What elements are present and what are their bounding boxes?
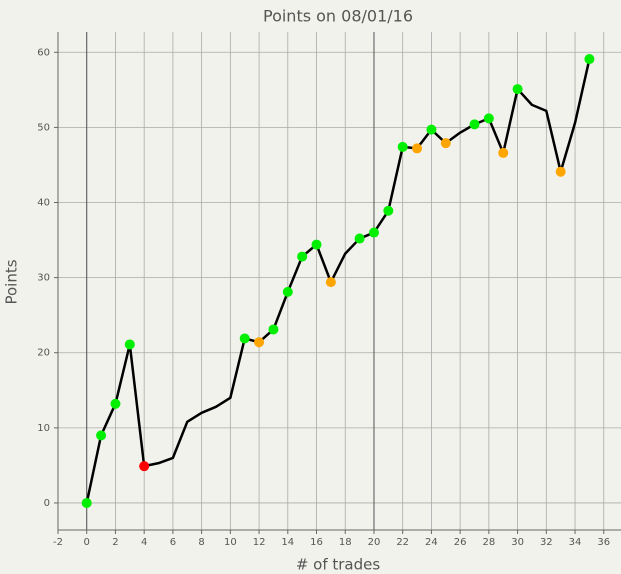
x-tick-label: 8 (198, 537, 204, 548)
x-tick-label: -2 (53, 537, 63, 548)
marker (254, 337, 265, 348)
marker (426, 124, 437, 135)
marker (81, 497, 92, 508)
marker (139, 461, 150, 472)
y-tick-label: 40 (37, 198, 50, 209)
marker (96, 430, 107, 441)
x-tick-label: 34 (569, 537, 582, 548)
line (85, 58, 591, 504)
x-tick-label: 14 (281, 537, 294, 548)
marker (124, 339, 135, 350)
marker (412, 143, 423, 154)
x-tick-label: 10 (224, 537, 237, 548)
marker (354, 233, 365, 244)
marker (397, 141, 408, 152)
y-axis-label: Points (3, 259, 21, 304)
x-tick-label: 20 (368, 537, 381, 548)
x-tick-label: 4 (141, 537, 147, 548)
marker (383, 205, 394, 216)
x-tick-label: 2 (112, 537, 118, 548)
x-tick-label: 36 (597, 537, 610, 548)
y-tick-label: 10 (37, 423, 50, 434)
marker (469, 119, 480, 130)
y-tick-label: 0 (44, 498, 50, 509)
x-tick-label: 28 (483, 537, 496, 548)
y-tick-label: 60 (37, 47, 50, 58)
x-tick-label: 18 (339, 537, 352, 548)
marker (268, 324, 279, 335)
x-tick-label: 30 (511, 537, 524, 548)
x-tick-label: 26 (454, 537, 467, 548)
x-tick-label: 12 (253, 537, 266, 548)
x-tick-label: 6 (170, 537, 176, 548)
marker (584, 54, 595, 65)
y-tick-label: 50 (37, 122, 50, 133)
marker (311, 239, 322, 250)
y-tick-label: 20 (37, 348, 50, 359)
marker (555, 166, 566, 177)
x-tick-label: 22 (396, 537, 409, 548)
marker (325, 277, 336, 288)
x-tick-label: 16 (310, 537, 323, 548)
marker (239, 333, 250, 344)
x-tick-label: 0 (84, 537, 90, 548)
x-tick-label: 32 (540, 537, 553, 548)
marker (512, 84, 523, 95)
x-axis-label: # of trades (296, 556, 381, 574)
y-tick-label: 30 (37, 273, 50, 284)
marker (110, 398, 121, 409)
chart-title: Points on 08/01/16 (263, 7, 413, 26)
marker (282, 286, 293, 297)
x-tick-label: 24 (425, 537, 438, 548)
marker (483, 113, 494, 124)
marker (498, 147, 509, 158)
marker (440, 138, 451, 149)
marker (368, 227, 379, 238)
marker (297, 251, 308, 262)
